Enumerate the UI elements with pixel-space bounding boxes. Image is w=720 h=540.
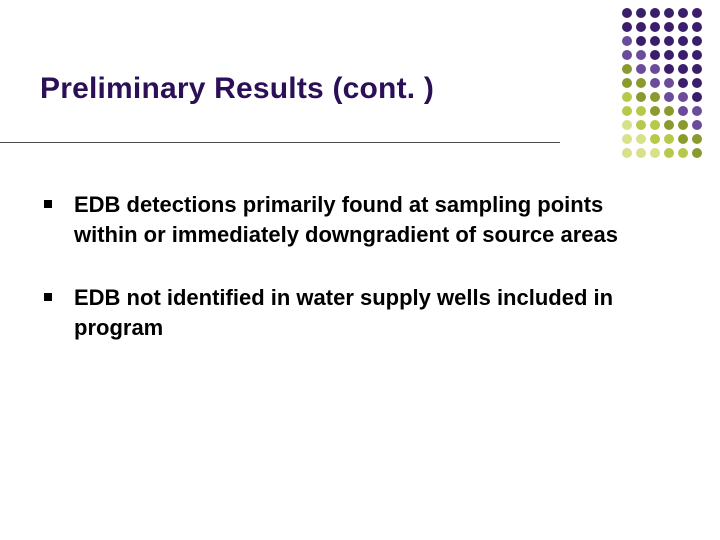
dot-icon	[678, 134, 688, 144]
dot-icon	[678, 36, 688, 46]
dot-icon	[692, 148, 702, 158]
dot-icon	[664, 22, 674, 32]
dot-icon	[678, 120, 688, 130]
dot-icon	[678, 106, 688, 116]
dot-icon	[622, 120, 632, 130]
dot-icon	[678, 78, 688, 88]
dot-icon	[692, 78, 702, 88]
dot-icon	[650, 92, 660, 102]
dot-icon	[622, 64, 632, 74]
dot-icon	[678, 64, 688, 74]
dot-icon	[622, 78, 632, 88]
dot-icon	[692, 64, 702, 74]
dot-icon	[692, 36, 702, 46]
dot-icon	[636, 120, 646, 130]
dot-icon	[650, 22, 660, 32]
dot-grid-decoration	[622, 8, 702, 158]
dot-icon	[664, 64, 674, 74]
dot-icon	[664, 36, 674, 46]
dot-icon	[622, 92, 632, 102]
bullet-marker-icon	[44, 293, 52, 301]
dot-icon	[650, 8, 660, 18]
dot-icon	[678, 92, 688, 102]
dot-icon	[664, 134, 674, 144]
bullet-text: EDB detections primarily found at sampli…	[74, 190, 660, 249]
slide-title: Preliminary Results (cont. )	[40, 72, 600, 106]
dot-icon	[636, 92, 646, 102]
dot-icon	[650, 120, 660, 130]
dot-icon	[622, 106, 632, 116]
dot-icon	[650, 134, 660, 144]
dot-icon	[692, 134, 702, 144]
slide: Preliminary Results (cont. ) EDB detecti…	[0, 0, 720, 540]
dot-icon	[636, 148, 646, 158]
bullet-item: EDB detections primarily found at sampli…	[44, 190, 660, 249]
bullet-marker-icon	[44, 200, 52, 208]
dot-icon	[622, 50, 632, 60]
dot-icon	[678, 148, 688, 158]
dot-icon	[650, 148, 660, 158]
dot-icon	[636, 36, 646, 46]
dot-icon	[622, 36, 632, 46]
dot-icon	[664, 106, 674, 116]
dot-icon	[664, 120, 674, 130]
dot-icon	[636, 22, 646, 32]
dot-icon	[636, 134, 646, 144]
dot-icon	[692, 92, 702, 102]
dot-icon	[650, 64, 660, 74]
dot-icon	[664, 148, 674, 158]
dot-icon	[650, 106, 660, 116]
dot-icon	[664, 8, 674, 18]
dot-icon	[692, 8, 702, 18]
dot-icon	[650, 78, 660, 88]
dot-icon	[678, 22, 688, 32]
dot-icon	[692, 120, 702, 130]
dot-icon	[650, 50, 660, 60]
dot-icon	[692, 106, 702, 116]
dot-icon	[622, 22, 632, 32]
title-underline	[0, 142, 560, 143]
dot-icon	[678, 50, 688, 60]
dot-icon	[692, 22, 702, 32]
dot-icon	[636, 50, 646, 60]
title-region: Preliminary Results (cont. )	[40, 72, 600, 106]
dot-icon	[692, 50, 702, 60]
bullet-item: EDB not identified in water supply wells…	[44, 283, 660, 342]
dot-icon	[664, 78, 674, 88]
dot-icon	[622, 148, 632, 158]
dot-icon	[636, 106, 646, 116]
dot-icon	[650, 36, 660, 46]
bullet-text: EDB not identified in water supply wells…	[74, 283, 660, 342]
dot-icon	[622, 134, 632, 144]
dot-icon	[664, 92, 674, 102]
dot-icon	[636, 8, 646, 18]
dot-icon	[636, 78, 646, 88]
content-region: EDB detections primarily found at sampli…	[44, 190, 660, 377]
dot-icon	[622, 8, 632, 18]
dot-icon	[636, 64, 646, 74]
dot-icon	[678, 8, 688, 18]
dot-icon	[664, 50, 674, 60]
